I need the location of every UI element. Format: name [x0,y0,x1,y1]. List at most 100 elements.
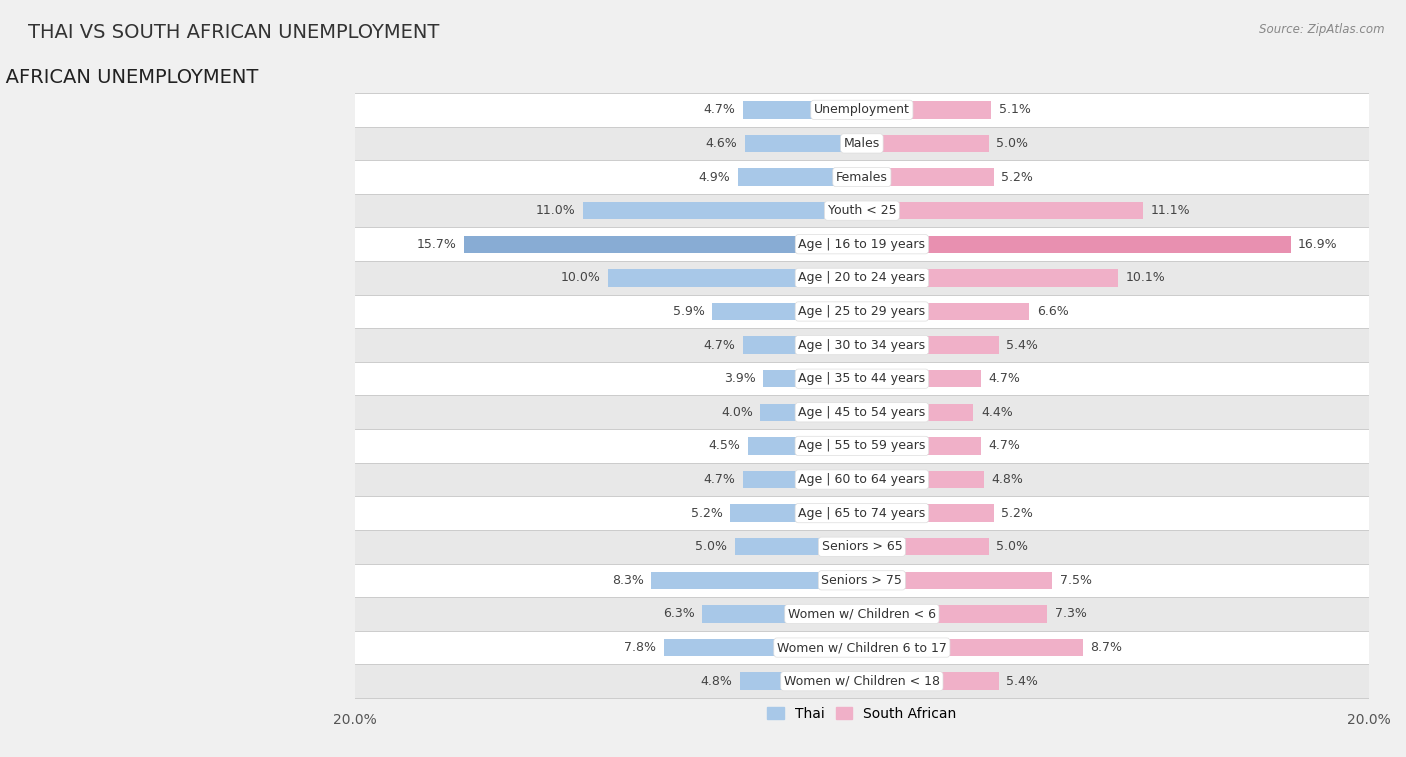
Bar [862,403,973,421]
Bar [354,463,1369,497]
Bar [354,160,1369,194]
Text: 8.3%: 8.3% [612,574,644,587]
Text: 4.7%: 4.7% [703,338,735,351]
Text: 7.8%: 7.8% [624,641,657,654]
Bar [651,572,862,589]
Text: 8.7%: 8.7% [1090,641,1122,654]
Text: 10.1%: 10.1% [1126,271,1166,285]
Bar [862,471,984,488]
Bar [862,605,1047,623]
Bar [354,126,1369,160]
Text: Women w/ Children < 18: Women w/ Children < 18 [785,674,939,687]
Text: 5.2%: 5.2% [690,506,723,519]
Bar [862,303,1029,320]
Text: 4.7%: 4.7% [988,372,1021,385]
Text: Women w/ Children < 6: Women w/ Children < 6 [787,607,936,621]
Text: Age | 25 to 29 years: Age | 25 to 29 years [799,305,925,318]
Bar [354,329,1369,362]
Bar [583,202,862,220]
Text: Youth < 25: Youth < 25 [828,204,896,217]
Text: Age | 30 to 34 years: Age | 30 to 34 years [799,338,925,351]
Text: Age | 20 to 24 years: Age | 20 to 24 years [799,271,925,285]
Bar [354,530,1369,563]
Text: 3.9%: 3.9% [724,372,755,385]
Bar [748,438,862,455]
Text: 5.9%: 5.9% [672,305,704,318]
Bar [862,639,1083,656]
Text: 4.6%: 4.6% [706,137,738,150]
Text: 6.6%: 6.6% [1036,305,1069,318]
Bar [354,597,1369,631]
Text: 5.0%: 5.0% [997,540,1028,553]
Text: Males: Males [844,137,880,150]
Text: Age | 16 to 19 years: Age | 16 to 19 years [799,238,925,251]
Bar [862,538,988,556]
Bar [354,631,1369,665]
Bar [735,538,862,556]
Text: 5.4%: 5.4% [1007,338,1038,351]
Bar [763,370,862,388]
Text: Age | 35 to 44 years: Age | 35 to 44 years [799,372,925,385]
Bar [745,135,862,152]
Bar [354,563,1369,597]
Bar [742,471,862,488]
Text: 5.2%: 5.2% [1001,170,1033,183]
Text: 7.3%: 7.3% [1054,607,1087,621]
Text: Age | 60 to 64 years: Age | 60 to 64 years [799,473,925,486]
Bar [862,438,981,455]
Text: Women w/ Children 6 to 17: Women w/ Children 6 to 17 [778,641,946,654]
Bar [713,303,862,320]
Text: Seniors > 65: Seniors > 65 [821,540,903,553]
Text: 4.4%: 4.4% [981,406,1012,419]
Bar [702,605,862,623]
Text: 7.5%: 7.5% [1060,574,1091,587]
Text: 15.7%: 15.7% [416,238,456,251]
Text: Unemployment: Unemployment [814,103,910,117]
Text: 11.1%: 11.1% [1152,204,1191,217]
Legend: Thai, South African: Thai, South African [762,701,962,726]
Text: 4.8%: 4.8% [700,674,733,687]
Text: Females: Females [837,170,887,183]
Bar [862,672,998,690]
Text: 11.0%: 11.0% [536,204,575,217]
Bar [862,101,991,119]
Text: 4.9%: 4.9% [699,170,730,183]
Bar [464,235,862,253]
Bar [354,194,1369,227]
Text: 5.4%: 5.4% [1007,674,1038,687]
Bar [862,504,994,522]
Text: Age | 55 to 59 years: Age | 55 to 59 years [799,439,925,453]
Text: THAI VS SOUTH AFRICAN UNEMPLOYMENT: THAI VS SOUTH AFRICAN UNEMPLOYMENT [28,23,440,42]
Text: 4.7%: 4.7% [988,439,1021,453]
Text: 4.7%: 4.7% [703,103,735,117]
Text: 16.9%: 16.9% [1298,238,1337,251]
Text: 10.0%: 10.0% [561,271,600,285]
Bar [742,336,862,354]
Text: 4.0%: 4.0% [721,406,752,419]
Bar [862,202,1143,220]
Text: Source: ZipAtlas.com: Source: ZipAtlas.com [1260,23,1385,36]
Bar [730,504,862,522]
Text: 5.1%: 5.1% [998,103,1031,117]
Text: 5.0%: 5.0% [997,137,1028,150]
Bar [740,672,862,690]
Bar [354,261,1369,294]
Bar [862,370,981,388]
Bar [354,93,1369,126]
Text: 4.5%: 4.5% [709,439,740,453]
Bar [862,269,1118,287]
Bar [354,294,1369,329]
Bar [862,168,994,185]
Text: 5.0%: 5.0% [696,540,727,553]
Bar [354,227,1369,261]
Bar [354,429,1369,463]
Text: Age | 65 to 74 years: Age | 65 to 74 years [799,506,925,519]
Bar [862,572,1052,589]
Bar [761,403,862,421]
Bar [862,235,1291,253]
Text: 4.8%: 4.8% [991,473,1024,486]
Bar [354,395,1369,429]
Bar [742,101,862,119]
Bar [354,362,1369,395]
Text: THAI VS SOUTH AFRICAN UNEMPLOYMENT: THAI VS SOUTH AFRICAN UNEMPLOYMENT [0,68,259,87]
